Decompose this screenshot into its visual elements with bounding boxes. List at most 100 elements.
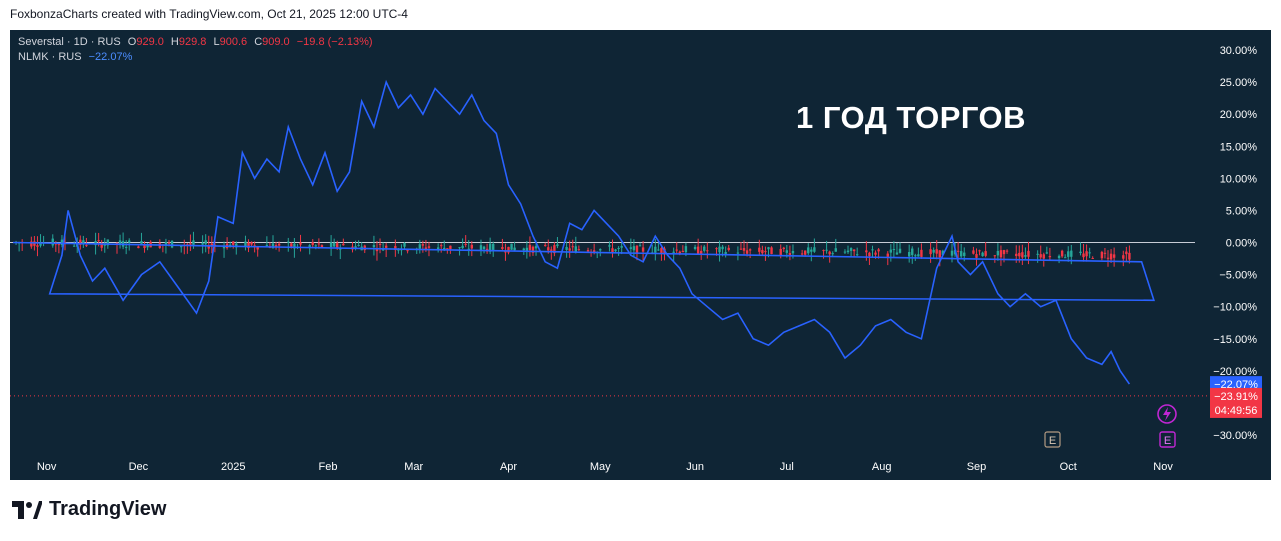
x-tick-label: Dec: [129, 461, 149, 473]
candle-body: [779, 248, 782, 256]
candle-body: [57, 244, 61, 246]
candle-body: [378, 243, 382, 245]
candle-body: [975, 254, 978, 258]
x-tick-label: May: [590, 461, 611, 473]
candle-body: [782, 247, 785, 249]
candle-body: [764, 251, 767, 253]
candle-body: [525, 247, 529, 252]
candle-body: [143, 244, 146, 249]
candle-body: [287, 241, 290, 243]
candle-body: [620, 246, 623, 248]
x-tick-label: Sep: [967, 461, 987, 473]
candle-body: [510, 243, 513, 250]
candle-body: [406, 250, 409, 252]
candle-body: [874, 252, 877, 255]
candle-body: [660, 248, 663, 253]
candle-body: [375, 249, 379, 252]
candle-body: [1057, 255, 1061, 259]
legend-compare-row[interactable]: NLMK · RUS −22.07%: [18, 50, 373, 65]
legend-high-label: H: [170, 36, 179, 48]
candle-body: [403, 242, 406, 247]
candle-body: [959, 251, 963, 257]
candle-body: [247, 242, 250, 249]
candle-body: [638, 245, 642, 247]
candle-body: [592, 250, 596, 253]
candle-body: [724, 252, 727, 255]
candle-body: [1128, 252, 1131, 260]
candle-body: [103, 244, 106, 246]
candle-body: [421, 244, 425, 246]
candle-body: [696, 246, 700, 255]
legend-low: 900.6: [219, 36, 248, 48]
candle-body: [852, 249, 856, 252]
candle-body: [461, 245, 464, 249]
candle-body: [1088, 252, 1091, 254]
legend-low-label: L: [213, 36, 220, 48]
candle-body: [865, 250, 868, 253]
candle-body: [222, 246, 226, 249]
candle-body: [855, 254, 859, 256]
candle-body: [791, 250, 795, 254]
candle-body: [36, 245, 39, 247]
candle-body: [308, 245, 311, 248]
x-tick-label: Jul: [780, 461, 794, 473]
candle-body: [758, 247, 761, 252]
main-price-badge: [1210, 387, 1262, 418]
candle-body: [94, 241, 97, 246]
candle-body: [82, 240, 85, 244]
candle-body: [920, 249, 923, 257]
candle-body: [479, 245, 483, 251]
candle-body: [1067, 251, 1070, 257]
candle-body: [800, 253, 804, 255]
candle-body: [917, 254, 920, 257]
candle-body: [571, 246, 574, 248]
candle-body: [513, 247, 516, 251]
legend-main-row[interactable]: Severstal · 1D · RUS O929.0 H929.8 L900.…: [18, 35, 373, 50]
candle-body: [1109, 253, 1113, 260]
candle-body: [825, 249, 828, 251]
candle-body: [128, 240, 131, 243]
candle-body: [972, 250, 975, 254]
candle-body: [565, 246, 568, 250]
candle-body: [372, 245, 376, 248]
candle-body: [770, 247, 773, 255]
candle-body: [721, 246, 724, 250]
candle-body: [467, 248, 470, 250]
candle-body: [935, 249, 938, 254]
candle-body: [1060, 250, 1064, 257]
candle-body: [963, 252, 966, 257]
candle-body: [492, 243, 495, 250]
candle-body: [72, 245, 76, 247]
candle-body: [999, 250, 1003, 258]
candle-body: [736, 252, 740, 254]
candle-body: [1091, 258, 1094, 260]
comparison-chart[interactable]: 30.00% 25.00% 20.00% 15.00% 10.00% 5.00% 0.00%…: [10, 30, 1271, 480]
candle-body: [932, 249, 935, 253]
x-tick-label: Nov: [37, 461, 57, 473]
candle-body: [767, 247, 770, 250]
chart-panel[interactable]: 30.00% 25.00% 20.00% 15.00% 10.00% 5.00% 0.00%…: [10, 30, 1271, 480]
candle-body: [329, 242, 333, 248]
candle-body: [831, 253, 834, 255]
candle-body: [1027, 250, 1030, 257]
x-tick-label: Mar: [404, 461, 423, 473]
candle-body: [807, 247, 810, 254]
candle-body: [877, 249, 880, 252]
candle-body: [703, 246, 706, 251]
candle-body: [938, 250, 941, 258]
candle-body: [342, 243, 345, 246]
candle-body: [290, 243, 293, 247]
y-tick-label: 10.00%: [1220, 173, 1258, 185]
candle-body: [140, 240, 143, 244]
candle-body: [956, 250, 960, 252]
candle-body: [556, 244, 559, 247]
candle-body: [1103, 252, 1107, 254]
overlay-title: 1 ГОД ТОРГОВ: [796, 100, 1027, 135]
candle-body: [1122, 255, 1125, 259]
candle-body: [871, 249, 874, 251]
candle-body: [577, 249, 581, 251]
earnings-upcoming-box: [1159, 431, 1176, 448]
tradingview-logo[interactable]: TradingView: [12, 498, 166, 521]
candle-body: [180, 246, 183, 248]
candle-body: [210, 243, 214, 246]
